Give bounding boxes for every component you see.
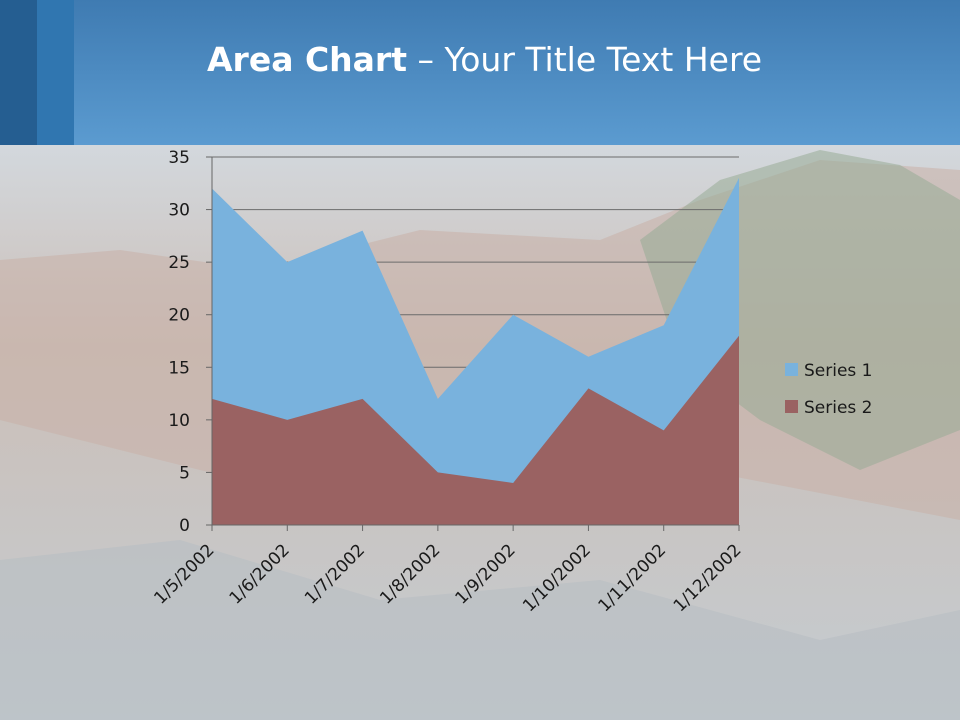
slide-title-rest: – Your Title Text Here (406, 40, 763, 79)
legend-swatch-series-1 (785, 363, 798, 376)
y-tick-label: 20 (168, 306, 190, 326)
axes (206, 156, 740, 531)
foreground-rocks (0, 540, 960, 720)
y-tick-label: 15 (168, 358, 190, 378)
y-tick-label: 10 (168, 411, 190, 431)
x-tick-label: 1/10/2002 (519, 540, 595, 616)
y-tick-label: 5 (179, 463, 190, 483)
slide-title-bold: Area Chart (207, 40, 407, 79)
legend: Series 1 Series 2 (785, 361, 873, 418)
series-2-area (212, 335, 739, 525)
y-tick-label: 25 (168, 253, 190, 273)
area-series (212, 178, 739, 525)
y-tick-label: 35 (168, 148, 190, 168)
y-tick-label: 30 (168, 201, 190, 221)
legend-swatch-series-2 (785, 400, 798, 413)
x-tick-labels: 1/5/2002 1/6/2002 1/7/2002 1/8/2002 1/9/2002… (150, 540, 745, 616)
legend-label-series-2: Series 2 (804, 398, 873, 418)
slide-title: Area Chart – Your Title Text Here (207, 40, 762, 79)
x-tick-label: 1/6/2002 (226, 540, 294, 608)
y-tick-labels: 0 5 10 15 20 25 30 35 (168, 148, 190, 536)
header-stripe-mid (37, 0, 74, 145)
legend-label-series-1: Series 1 (804, 361, 873, 381)
x-tick-label: 1/8/2002 (376, 540, 444, 608)
x-tick-label: 1/9/2002 (452, 540, 520, 608)
y-tick-label: 0 (179, 516, 190, 536)
x-tick-label: 1/12/2002 (670, 540, 746, 616)
header-stripe-dark (0, 0, 37, 145)
x-tick-label: 1/7/2002 (301, 540, 369, 608)
header-band (0, 0, 960, 145)
x-tick-label: 1/5/2002 (150, 540, 218, 608)
x-tick-label: 1/11/2002 (594, 540, 670, 616)
